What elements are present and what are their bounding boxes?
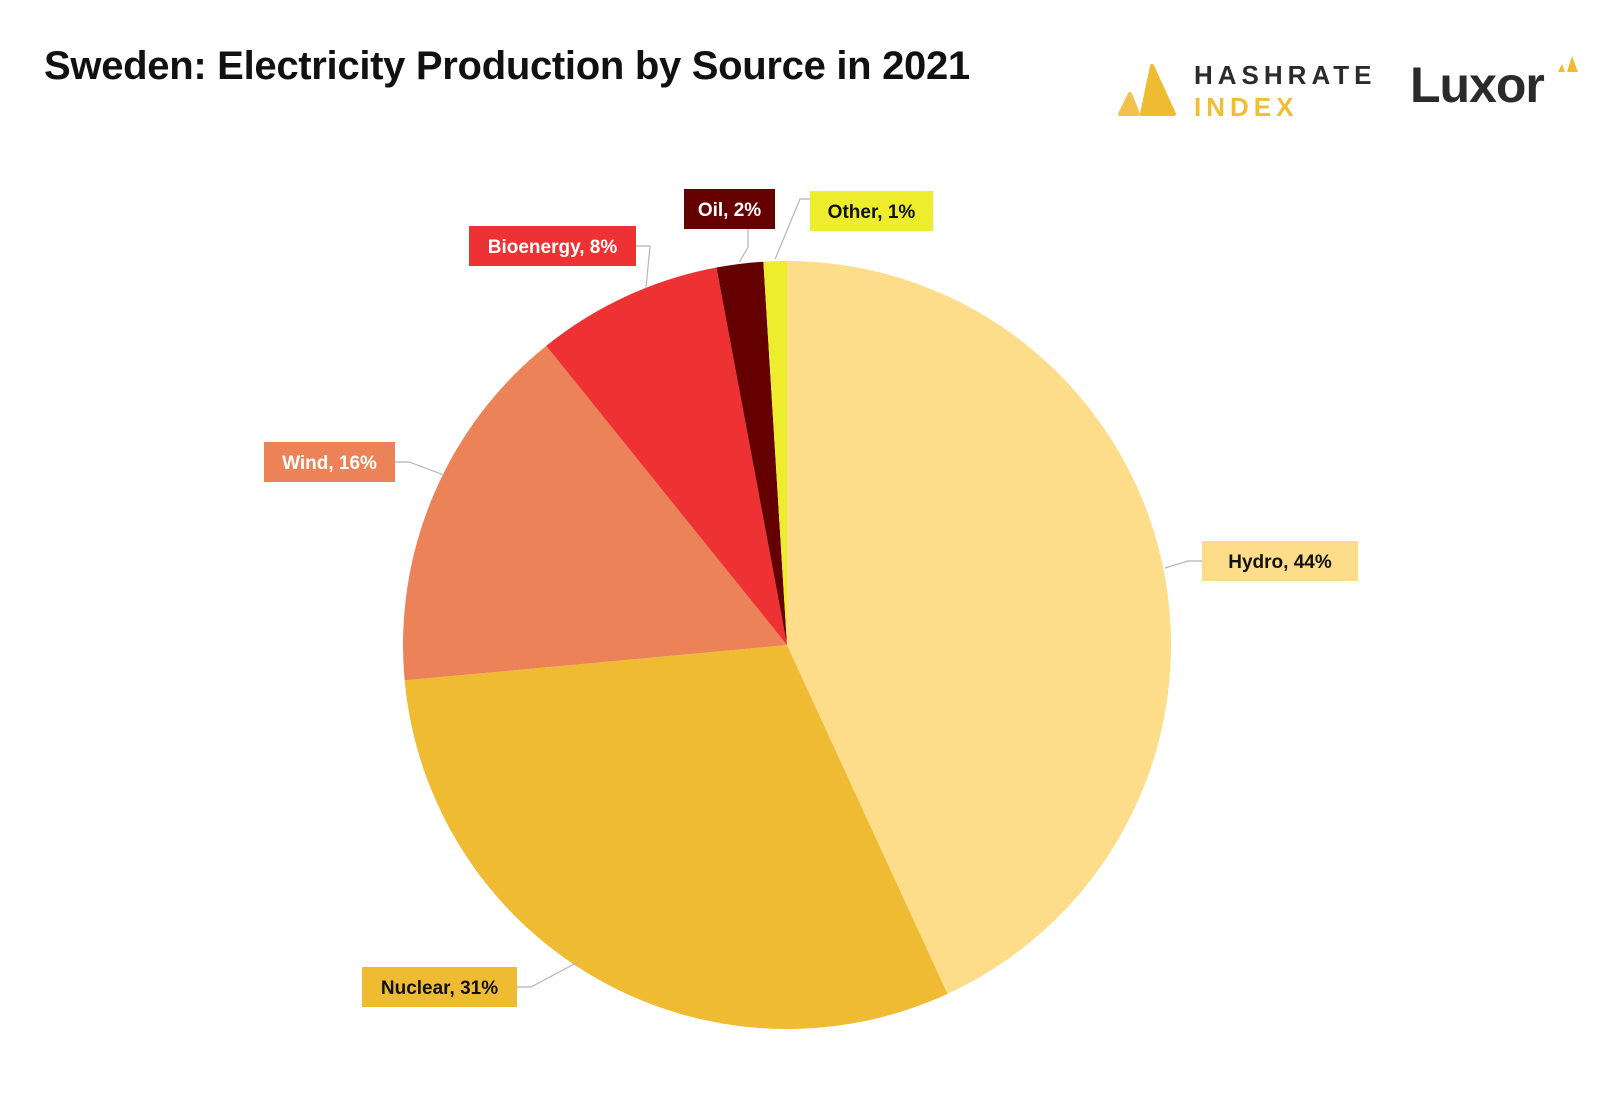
pie-slices xyxy=(402,261,1172,1029)
luxor-wordmark: Luxor xyxy=(1410,57,1545,113)
data-label-wind: Wind, 16% xyxy=(282,453,377,474)
luxor-logo: Luxor xyxy=(1410,52,1590,122)
luxor-mark-icon xyxy=(1558,56,1578,72)
data-label-oil: Oil, 2% xyxy=(698,200,761,221)
leader-line-nuclear xyxy=(517,961,579,988)
data-label-box-hydro xyxy=(1202,541,1358,581)
data-label-box-other xyxy=(810,191,933,231)
data-label-nuclear: Nuclear, 31% xyxy=(381,978,498,999)
chart-title: Sweden: Electricity Production by Source… xyxy=(44,44,970,88)
data-label-box-wind xyxy=(264,442,395,482)
pie-slice-nuclear xyxy=(404,645,948,1029)
hashrate-index-logo: HASHRATE INDEX xyxy=(1118,58,1372,122)
pie-labels: Hydro, 44% Nuclear, 31% Wind, 16% Bioenergy… xyxy=(264,189,1358,1007)
leader-line-oil xyxy=(739,229,749,263)
data-label-box-bioenergy xyxy=(469,226,636,266)
leader-line-bioenergy xyxy=(636,245,651,289)
pie-slice-oil xyxy=(716,261,787,645)
data-label-bioenergy: Bioenergy, 8% xyxy=(488,237,618,258)
data-label-box-nuclear xyxy=(362,967,517,1007)
leader-line-wind xyxy=(395,461,445,476)
data-label-other: Other, 1% xyxy=(828,202,916,223)
hashrate-index-wordmark-line2: INDEX xyxy=(1194,92,1299,122)
leader-line-other xyxy=(774,198,810,260)
hashrate-index-wordmark-line1: HASHRATE xyxy=(1194,60,1377,90)
pie-slice-other xyxy=(763,261,787,645)
hashrate-index-logo-icon xyxy=(1118,64,1176,116)
pie-leader-lines xyxy=(395,198,1202,988)
data-label-hydro: Hydro, 44% xyxy=(1228,552,1332,573)
data-label-box-oil xyxy=(684,189,775,229)
pie-slice-hydro xyxy=(787,261,1172,994)
leader-line-hydro xyxy=(1164,560,1202,569)
pie-slice-wind xyxy=(402,345,787,681)
pie-slice-bioenergy xyxy=(546,267,787,645)
